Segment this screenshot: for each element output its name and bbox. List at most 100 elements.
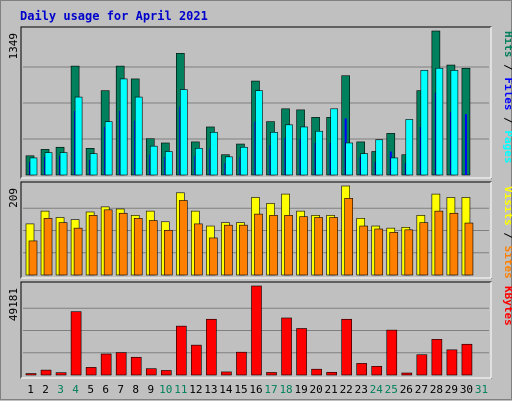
x-axis: 1 2 3 4 5 6 7 8 9 10 11 12 13 14 15 16 17 18 19 20 21 22 23 24 2… (27, 383, 488, 396)
bar-kbytes-day-2 (40, 369, 52, 376)
x-tick-day-22: 22 (340, 383, 353, 396)
bar-pages-day-16 (255, 90, 263, 176)
bar-pages-day-3 (59, 152, 68, 176)
chart-title: Daily usage for April 2021 (20, 9, 208, 23)
x-tick-day-20: 20 (310, 383, 323, 396)
bar-sites-day-22 (344, 198, 353, 276)
bar-pages-day-24 (375, 139, 384, 176)
bar-kbytes-day-26 (401, 372, 413, 376)
x-tick-day-26: 26 (400, 383, 413, 396)
bar-pages-day-1 (29, 157, 38, 176)
x-tick-day-13: 13 (204, 383, 217, 396)
bar-kbytes-day-19 (296, 328, 307, 376)
bar-sites-day-29 (449, 212, 459, 276)
y-max-label: 49181 (7, 288, 20, 321)
x-tick-day-2: 2 (42, 383, 49, 396)
bar-kbytes-day-12 (191, 344, 202, 376)
bar-pages-day-26 (405, 119, 414, 176)
bar-sites-day-25 (389, 232, 399, 276)
legend-item: Sites (502, 246, 512, 279)
legend: Visits / Sites (502, 186, 512, 279)
x-tick-day-9: 9 (147, 383, 154, 396)
bar-kbytes-day-25 (386, 329, 398, 376)
bar-sites-day-14 (224, 224, 233, 276)
bar-kbytes-day-17 (266, 372, 277, 376)
x-tick-day-1: 1 (27, 383, 34, 396)
bar-sites-day-27 (419, 222, 429, 276)
bar-sites-day-12 (194, 223, 203, 276)
x-tick-day-23: 23 (355, 383, 368, 396)
bar-sites-day-23 (359, 225, 369, 276)
bar-pages-day-10 (164, 151, 173, 176)
bar-kbytes-day-27 (416, 354, 428, 376)
bar-kbytes-day-1 (25, 373, 37, 376)
bar-pages-day-13 (210, 132, 218, 176)
bar-sites-day-6 (103, 209, 113, 276)
bar-kbytes-day-21 (326, 371, 337, 376)
bar-pages-day-19 (300, 126, 308, 176)
bar-sites-day-8 (133, 218, 143, 276)
x-tick-day-18: 18 (279, 383, 292, 396)
x-tick-day-31: 31 (475, 383, 488, 396)
x-tick-day-25: 25 (385, 383, 398, 396)
legend-separator: / (502, 111, 512, 131)
x-tick-day-30: 30 (460, 383, 473, 396)
x-tick-day-10: 10 (159, 383, 172, 396)
bar-kbytes-day-6 (100, 353, 112, 376)
bar-sites-day-28 (434, 210, 444, 276)
bar-sites-day-24 (374, 228, 384, 276)
panels-layer: 1349 Hits / Files / Pages 209 Visits / Site… (7, 26, 512, 379)
legend: Hits / Files / Pages (502, 31, 512, 164)
bar-kbytes-day-8 (130, 356, 142, 376)
bar-pages-day-5 (89, 153, 98, 176)
bar-kbytes-day-14 (221, 371, 232, 376)
bar-sites-day-19 (299, 216, 308, 276)
bar-pages-day-18 (285, 124, 293, 176)
bar-pages-day-22 (345, 142, 353, 176)
bar-pages-day-29 (450, 70, 459, 176)
y-max-label: 209 (7, 188, 20, 208)
bar-sites-day-21 (329, 217, 338, 276)
x-tick-day-27: 27 (415, 383, 428, 396)
x-tick-day-7: 7 (117, 383, 124, 396)
x-tick-day-24: 24 (370, 383, 384, 396)
bar-sites-day-18 (284, 215, 293, 276)
bar-sites-day-4 (73, 227, 83, 276)
bar-sites-day-2 (43, 218, 53, 276)
bar-pages-day-17 (270, 132, 278, 176)
x-tick-day-21: 21 (325, 383, 338, 396)
bar-kbytes-day-29 (446, 349, 458, 376)
bar-pages-day-27 (420, 70, 429, 176)
panel-visits-sites: 209 Visits / Sites (7, 181, 512, 279)
bar-kbytes-day-22 (341, 318, 352, 376)
bar-kbytes-day-7 (115, 352, 127, 376)
bar-kbytes-day-15 (236, 351, 247, 376)
bar-pages-day-15 (240, 146, 248, 176)
bar-kbytes-day-20 (311, 368, 322, 376)
bar-pages-day-25 (390, 157, 399, 176)
legend-item: Hits (502, 31, 512, 58)
legend-item: Files (502, 77, 512, 110)
bar-pages-day-4 (74, 96, 83, 176)
bar-kbytes-day-24 (371, 366, 383, 376)
bar-kbytes-day-16 (251, 285, 262, 376)
bar-sites-day-9 (148, 220, 158, 276)
bar-sites-day-11 (179, 200, 188, 276)
bar-pages-day-2 (44, 152, 53, 176)
legend-separator: / (502, 58, 512, 78)
x-tick-day-14: 14 (219, 383, 233, 396)
bar-sites-day-5 (88, 215, 98, 276)
bar-files-day-30 (464, 114, 467, 175)
bar-sites-day-15 (239, 224, 248, 276)
bar-pages-day-7 (119, 78, 128, 176)
legend: KBytes (502, 286, 512, 326)
bar-sites-day-1 (28, 240, 38, 276)
bar-kbytes-day-4 (70, 311, 82, 376)
x-tick-day-3: 3 (57, 383, 64, 396)
bar-pages-day-21 (330, 108, 338, 176)
bar-kbytes-day-5 (85, 367, 97, 376)
x-tick-day-5: 5 (87, 383, 94, 396)
x-tick-day-4: 4 (72, 383, 79, 396)
bar-kbytes-day-9 (145, 368, 157, 376)
